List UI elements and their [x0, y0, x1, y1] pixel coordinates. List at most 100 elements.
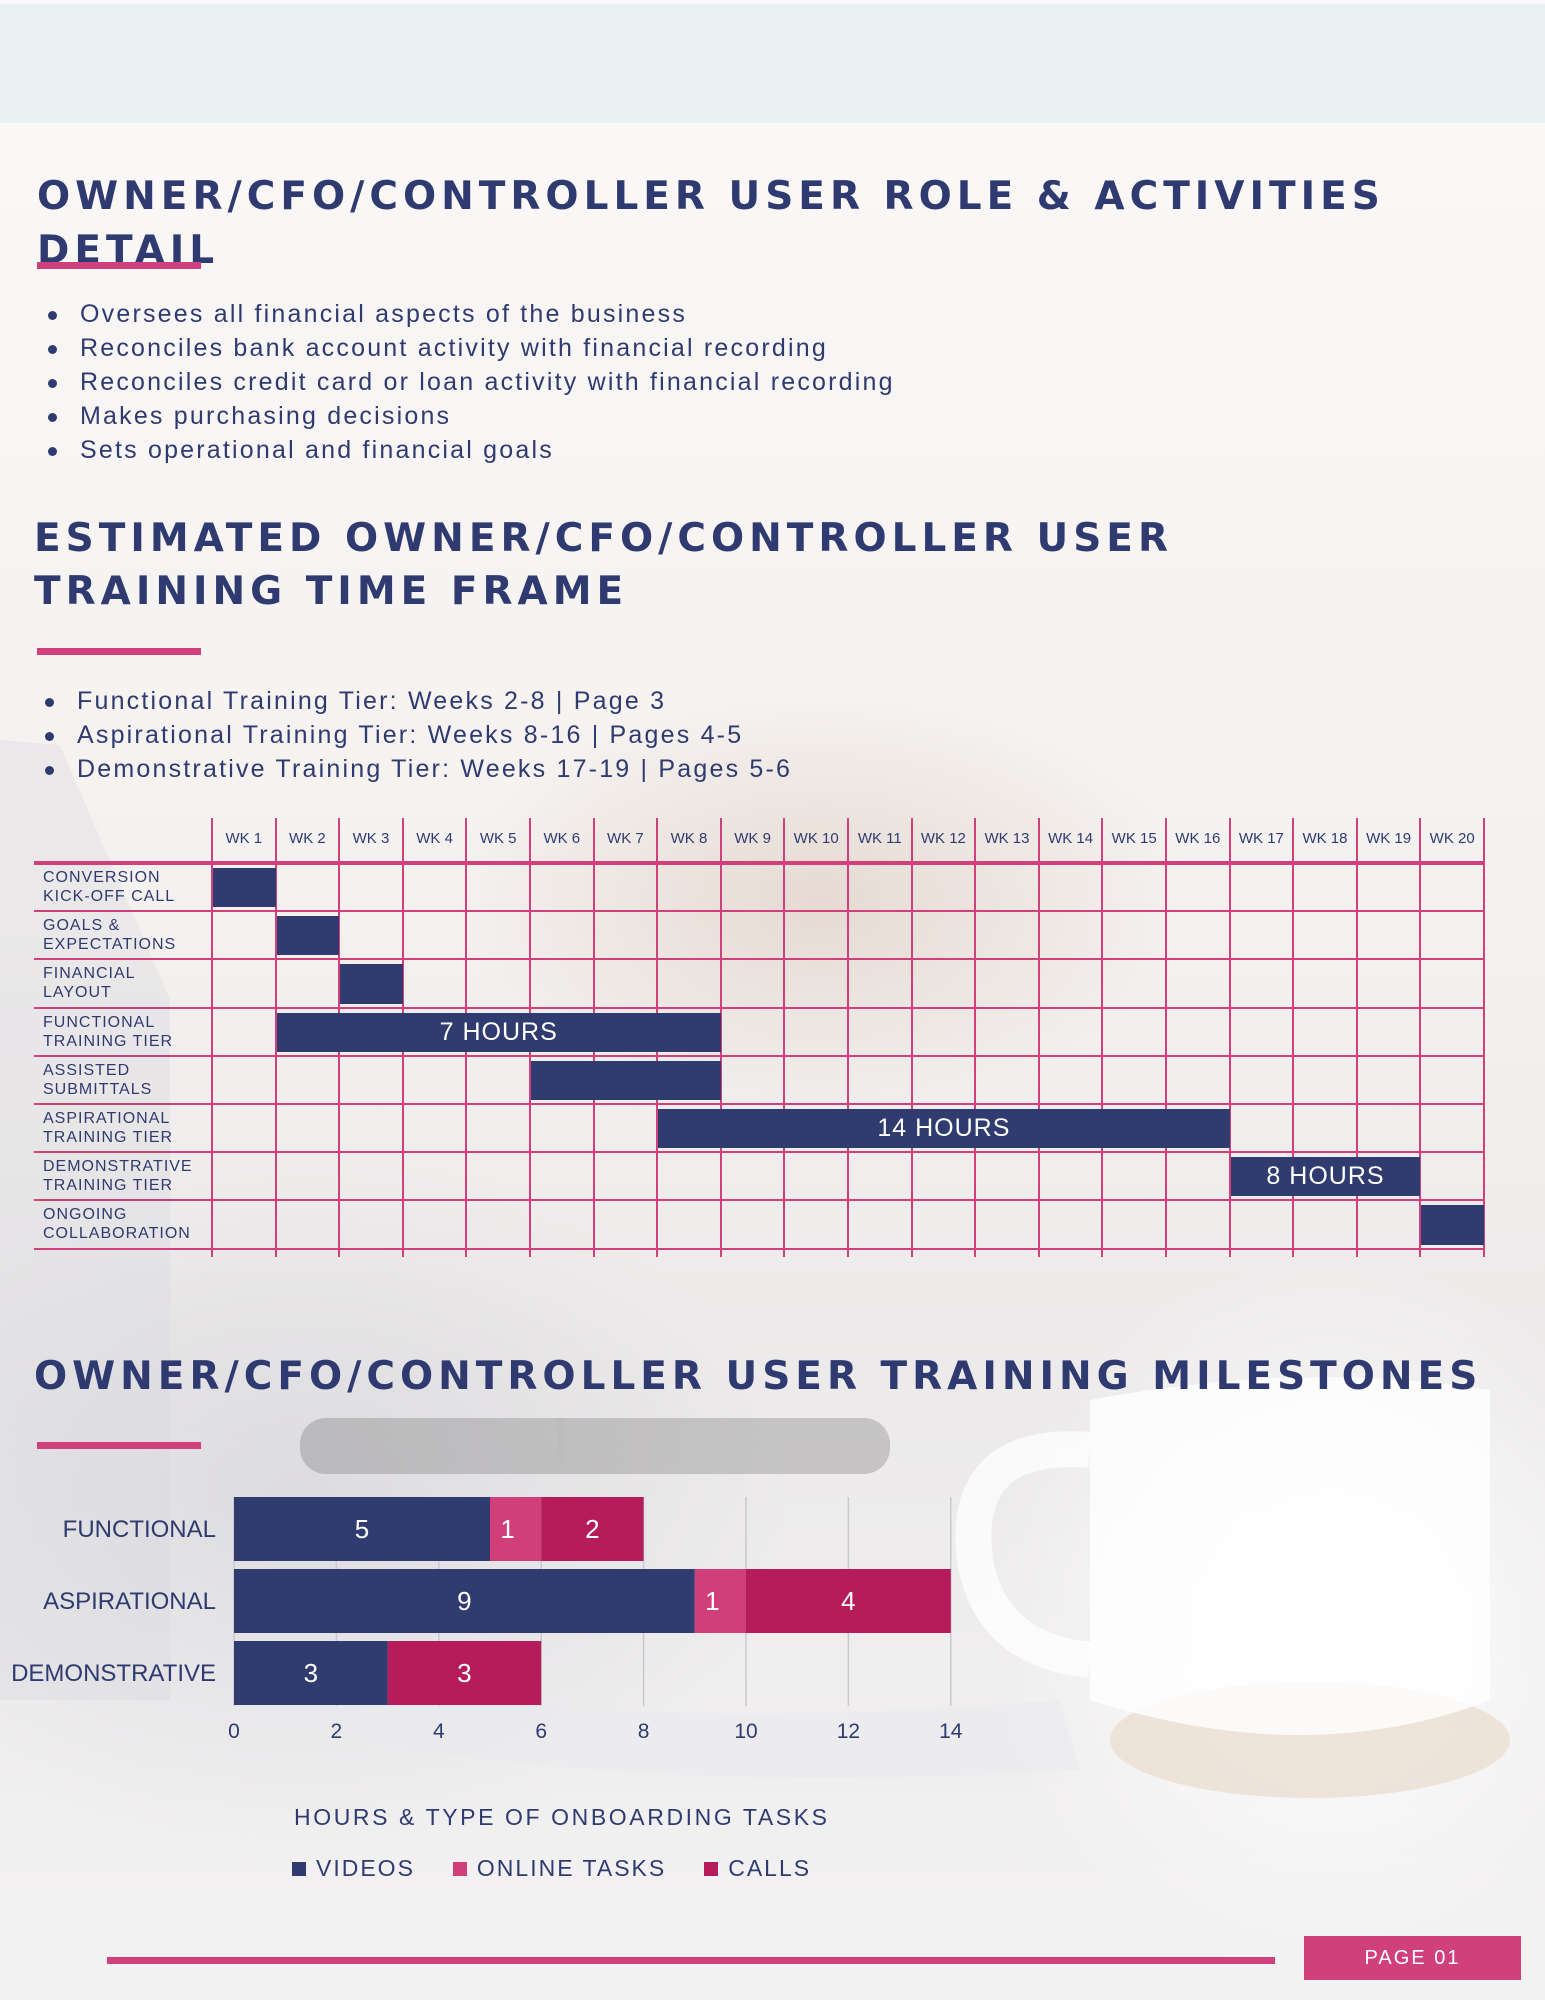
gantt-grid-line	[34, 1054, 1484, 1057]
list-item: Sets operational and financial goals	[37, 433, 895, 467]
gantt-bar	[213, 868, 276, 908]
gantt-week-label: WK 19	[1366, 830, 1412, 847]
chart-tick-label: 10	[734, 1720, 757, 1743]
legend-item: VIDEOS	[292, 1855, 415, 1882]
chart-tick-label: 2	[331, 1720, 343, 1743]
list-item: Reconciles credit card or loan activity …	[37, 365, 895, 399]
gantt-grid-line	[34, 1103, 1484, 1105]
gantt-week-label: WK 20	[1429, 830, 1475, 847]
gantt-grid-line	[274, 818, 277, 1257]
gantt-week-label: WK 17	[1238, 830, 1284, 847]
chart-bar-segment	[694, 1569, 746, 1633]
gantt-grid-line	[1228, 818, 1231, 1257]
header-band	[0, 0, 1545, 123]
chart-category-label: FUNCTIONAL	[63, 1516, 216, 1543]
gantt-bar: 14 HOURS	[658, 1109, 1230, 1149]
gantt-grid-line	[34, 958, 1484, 961]
chart-bar-segment	[746, 1569, 951, 1633]
list-item: Makes purchasing decisions	[37, 399, 895, 433]
gantt-grid-line	[783, 818, 786, 1257]
gantt-row-label-line: FINANCIAL	[43, 965, 136, 983]
gantt-grid-line	[719, 818, 722, 1257]
gantt-grid-line	[34, 1006, 1484, 1009]
list-item: Reconciles bank account activity with fi…	[37, 331, 895, 365]
gantt-grid-line	[1101, 818, 1104, 1257]
gantt-grid-line	[974, 818, 977, 1257]
page-number-badge: PAGE 01	[1304, 1936, 1521, 1980]
chart-data-label: 9	[457, 1586, 471, 1616]
gantt-row-label-line: COLLABORATION	[43, 1225, 191, 1243]
gantt-grid-line	[34, 910, 1484, 913]
chart-x-axis-title: HOURS & TYPE OF ONBOARDING TASKS	[294, 1804, 830, 1830]
list-item: Functional Training Tier: Weeks 2-8 | Pa…	[34, 684, 792, 718]
chart-bar-segment	[234, 1641, 388, 1705]
chart-bar-segment	[541, 1497, 644, 1561]
gantt-row-label-line: ASSISTED	[43, 1061, 131, 1079]
gantt-week-label: WK 14	[1048, 830, 1094, 847]
accent-bar	[37, 262, 201, 269]
chart-data-label: 3	[304, 1658, 318, 1688]
gantt-row-label: ASPIRATIONAL TRAINING TIER	[43, 1109, 233, 1147]
chart-tick-label: 12	[837, 1720, 860, 1743]
gantt-grid-line	[847, 818, 849, 1257]
legend-label: ONLINE TASKS	[476, 1855, 667, 1881]
gantt-week-label: WK 2	[289, 830, 326, 847]
gantt-bar-label: 8 HOURS	[1266, 1162, 1385, 1191]
gantt-row-label: ONGOING COLLABORATION	[43, 1205, 233, 1243]
gantt-week-label: WK 6	[543, 830, 581, 847]
timeframe-section-title-line2: TRAINING TIME FRAME	[34, 569, 629, 614]
chart-tick-label: 8	[638, 1720, 650, 1743]
gantt-bar: 7 HOURS	[276, 1012, 721, 1052]
gantt-bar	[276, 916, 340, 956]
gantt-row-label: CONVERSION KICK-OFF CALL	[43, 868, 233, 906]
legend-swatch	[292, 1861, 306, 1876]
chart-data-label: 4	[841, 1586, 855, 1616]
gantt-row-label-line: SUBMITTALS	[43, 1080, 153, 1098]
chart-tick-label: 4	[433, 1720, 445, 1743]
gantt-row-label: FUNCTIONAL TRAINING TIER	[43, 1013, 233, 1051]
gantt-week-label: WK 13	[984, 830, 1030, 847]
gantt-grid-line	[34, 1247, 1484, 1250]
legend-swatch	[704, 1861, 719, 1876]
legend-swatch	[452, 1861, 467, 1876]
gantt-row-label-line: TRAINING TIER	[43, 1177, 174, 1195]
list-item: Demonstrative Training Tier: Weeks 17-19…	[34, 752, 792, 786]
gantt-week-label: WK 4	[416, 830, 453, 847]
role-bullet-list: Oversees all financial aspects of the bu…	[37, 297, 895, 467]
gantt-grid-line	[1165, 818, 1167, 1257]
gantt-row-label-line: LAYOUT	[43, 984, 112, 1002]
gantt-row-label-line: TRAINING TIER	[43, 1032, 174, 1050]
gantt-row-label: ASSISTED SUBMITTALS	[43, 1061, 233, 1099]
chart-category-label: DEMONSTRATIVE	[11, 1660, 216, 1687]
gantt-week-label: WK 15	[1111, 830, 1157, 847]
gantt-bar	[340, 964, 403, 1004]
chart-tick-label: 14	[939, 1720, 963, 1743]
gantt-grid-line	[211, 818, 213, 1257]
chart-tick-label: 0	[228, 1720, 240, 1743]
legend-item: ONLINE TASKS	[452, 1855, 667, 1882]
gantt-row-label-line: CONVERSION	[43, 869, 161, 886]
gantt-bar-label: 14 HOURS	[877, 1114, 1011, 1143]
gantt-grid-line	[1037, 818, 1040, 1257]
legend-item: CALLS	[704, 1855, 811, 1882]
gantt-row-label-line: EXPECTATIONS	[43, 936, 177, 954]
gantt-week-label: WK 1	[225, 830, 263, 847]
gantt-week-label: WK 12	[920, 830, 966, 847]
gantt-row-label-line: ONGOING	[43, 1206, 128, 1224]
gantt-week-label: WK 16	[1175, 830, 1221, 847]
gantt-header-divider	[34, 861, 1484, 865]
gantt-week-label: WK 10	[793, 830, 839, 847]
gantt-week-label: WK 3	[352, 830, 390, 847]
chart-data-label: 1	[705, 1586, 719, 1616]
chart-tick-label: 6	[535, 1720, 547, 1743]
gantt-row-label-line: KICK-OFF CALL	[43, 888, 176, 905]
chart-bar-segment	[234, 1497, 490, 1561]
chart-bar-segment	[387, 1641, 542, 1705]
gantt-week-label: WK 11	[857, 830, 902, 847]
chart-data-label: 3	[457, 1658, 471, 1688]
gantt-bar: 8 HOURS	[1230, 1157, 1421, 1197]
chart-category-label: ASPIRATIONAL	[43, 1588, 216, 1615]
gantt-row-label: FINANCIAL LAYOUT	[43, 964, 233, 1002]
